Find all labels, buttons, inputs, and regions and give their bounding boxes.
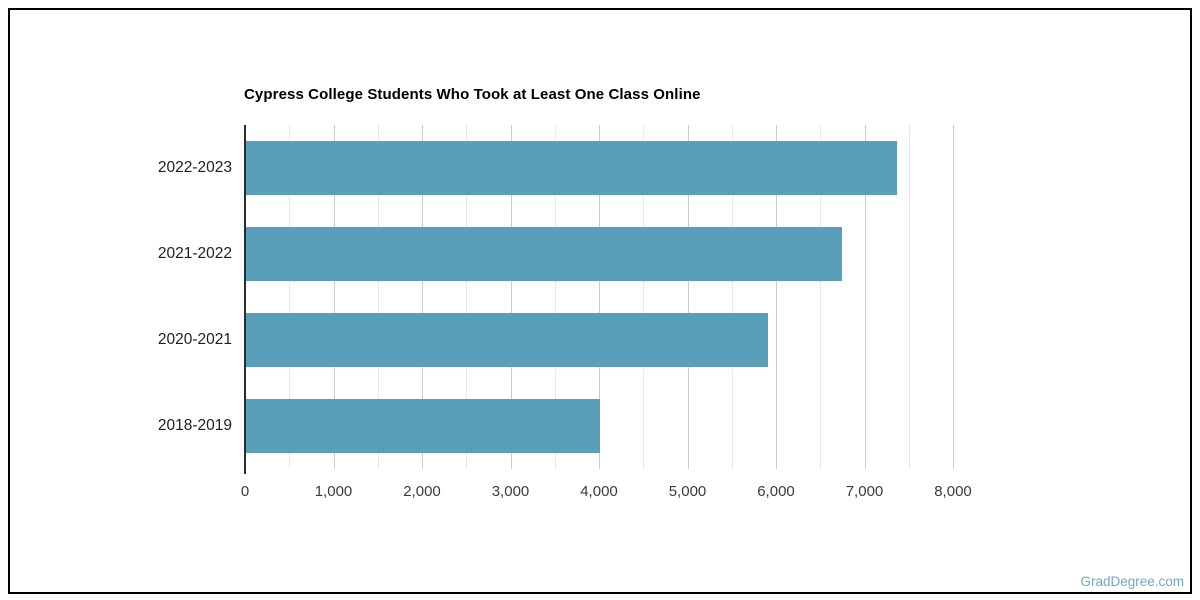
- minor-gridline: [289, 125, 291, 469]
- category-label-2021-2022: 2021-2022: [157, 245, 232, 262]
- x-tick-label-4,000: 4,000: [580, 483, 618, 500]
- minor-gridline: [908, 125, 910, 469]
- plot-area: 2022-2023 2021-2022 2020-2021 2018-2019 0 1,0…: [158, 125, 972, 500]
- bar-2021-2022: [246, 227, 842, 281]
- minor-gridline: [643, 125, 645, 469]
- chart-frame: Cypress College Students Who Took at Lea…: [8, 8, 1192, 594]
- bar-2018-2019: [246, 399, 600, 453]
- major-gridline: [687, 125, 689, 469]
- x-tick-label-3,000: 3,000: [491, 483, 530, 500]
- minor-gridline: [466, 125, 468, 469]
- minor-gridline: [820, 125, 822, 469]
- category-label-2022-2023: 2022-2023: [157, 159, 232, 176]
- x-tick-label-5,000: 5,000: [668, 483, 707, 500]
- x-tick-label-6,000: 6,000: [757, 483, 795, 500]
- major-gridline: [776, 125, 777, 469]
- x-tick-label-0: 0: [240, 483, 250, 500]
- major-gridline: [333, 125, 335, 469]
- y-axis-line: [244, 125, 246, 474]
- major-gridline: [422, 125, 423, 469]
- category-label-2018-2019: 2018-2019: [157, 417, 232, 434]
- x-tick-label-7,000: 7,000: [845, 483, 884, 500]
- x-tick-label-1,000: 1,000: [314, 483, 353, 500]
- x-tick-label-2,000: 2,000: [403, 483, 441, 500]
- x-tick-label-8,000: 8,000: [934, 483, 972, 500]
- minor-gridline: [377, 125, 379, 469]
- watermark-graddegree: GradDegree.com: [1080, 574, 1184, 589]
- major-gridline: [864, 125, 866, 469]
- minor-gridline: [554, 125, 556, 469]
- chart-title: Cypress College Students Who Took at Lea…: [244, 86, 701, 103]
- bar-2022-2023: [246, 141, 897, 195]
- minor-gridline: [731, 125, 733, 469]
- category-label-2020-2021: 2020-2021: [157, 331, 232, 348]
- major-gridline: [599, 125, 600, 469]
- major-gridline: [510, 125, 512, 469]
- major-gridline: [953, 125, 954, 469]
- bar-2020-2021: [246, 313, 769, 367]
